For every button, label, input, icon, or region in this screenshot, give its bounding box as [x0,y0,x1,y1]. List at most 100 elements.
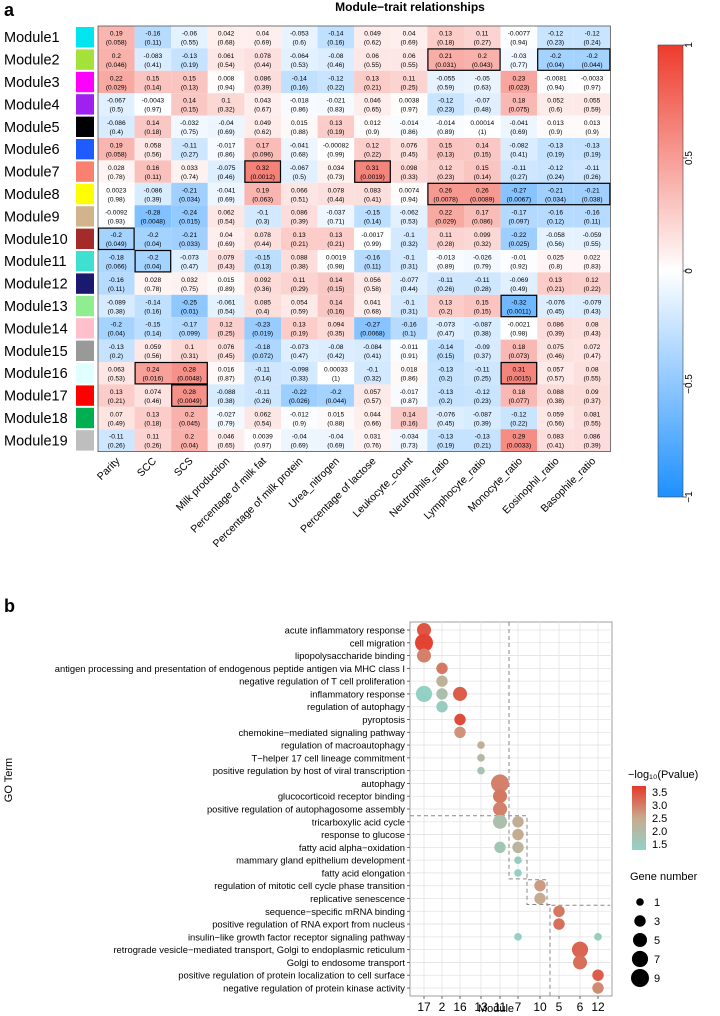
cell-correlation: -0.18 [255,344,270,351]
cell-pvalue: (0.94) [400,196,417,203]
enrichment-dot [534,892,546,905]
cell-correlation: -0.11 [475,277,490,284]
cell-pvalue: (0.63) [474,84,491,91]
cell-correlation: 0.059 [145,344,162,351]
cell-correlation: 0.28 [183,389,196,396]
cell-pvalue: (0.26) [254,398,271,405]
heatmap-cell [354,205,391,228]
cell-correlation: 0.23 [512,75,525,82]
heatmap-cell [281,26,318,49]
heatmap-cell [171,160,208,183]
cell-pvalue: (0.65) [364,107,381,114]
go-term-label: tricarboxylic acid cycle [312,816,405,827]
dotplot-x-axis-label: Module [478,1003,514,1015]
go-term-label: positive regulation of autophagosome ass… [207,804,405,815]
go-term-label: positive regulation by host of viral tra… [213,765,405,776]
heatmap-cell [427,406,464,430]
cell-correlation: -0.12 [475,389,490,396]
heatmap-cell [281,429,318,452]
module-color-swatch [76,206,94,227]
cell-correlation: -0.24 [182,210,197,217]
cell-pvalue: (0.049) [106,241,127,248]
cell-pvalue: (0.096) [252,152,273,159]
cell-pvalue: (0.56) [547,420,564,427]
cell-correlation: -0.1 [257,210,269,217]
cell-pvalue: (0.073) [508,353,529,360]
cell-pvalue: (0.12) [547,219,564,226]
heatmap-cell [207,294,245,318]
module-color-swatch [76,27,94,48]
heatmap-cell [500,406,538,430]
cell-correlation: 0.092 [254,277,271,284]
cell-correlation: 0.12 [439,165,452,172]
cell-pvalue: (0.41) [364,353,381,360]
heatmap-cell [171,205,208,228]
cell-correlation: -0.086 [144,187,163,194]
cell-pvalue: (0.32) [217,107,234,114]
heatmap-cell [354,48,391,71]
cell-correlation: -0.077 [400,277,419,284]
cell-correlation: 0.052 [547,98,564,105]
heatmap-cell [354,406,391,430]
heatmap-cell [573,339,611,362]
dotplot-legend: −log₁₀(Pvalue) Gene number 3.53.02.52.01… [628,769,698,987]
cell-pvalue: (0.5) [110,107,124,114]
cell-pvalue: (0.75) [181,286,198,293]
heatmap-cell [317,26,355,49]
cell-pvalue: (0.69) [217,196,234,203]
cell-pvalue: (0.49) [108,420,125,427]
cell-pvalue: (0.26) [144,443,161,450]
cell-correlation: 0.2 [185,411,194,418]
cell-correlation: 0.00033 [324,367,348,374]
cell-correlation: -0.04 [219,120,234,127]
heatmap-cell [317,429,355,452]
cell-correlation: -0.04 [328,434,343,441]
heatmap-cell [171,384,208,407]
heatmap-cell [171,26,208,49]
cell-pvalue: (0.69) [217,241,234,248]
cell-correlation: -0.12 [328,75,343,82]
heatmap-cell [98,48,135,71]
cell-correlation: -0.12 [511,411,526,418]
cell-pvalue: (0.55) [583,420,600,427]
heatmap-cell [134,93,172,116]
module-tick-label: 2 [439,1000,446,1014]
cell-pvalue: (0.044) [582,62,603,69]
cell-pvalue: (0.14) [144,84,161,91]
cell-pvalue: (0.2) [439,308,453,315]
heatmap-cell [317,272,355,295]
cell-correlation: -0.2 [550,53,562,60]
heatmap-cell [537,227,574,250]
cell-pvalue: (0.55) [364,62,381,69]
heatmap-cell [537,26,574,49]
go-term-label: positive regulation of RNA export from n… [212,919,405,930]
heatmap-cell [390,384,428,407]
heatmap-cell [134,115,172,138]
cell-correlation: -0.0033 [581,75,604,82]
heatmap-cell [98,362,135,385]
cell-correlation: 0.31 [512,367,525,374]
cell-pvalue: (0.14) [474,174,491,181]
cell-correlation: 0.16 [146,165,159,172]
cell-correlation: -0.11 [255,367,270,374]
heatmap-cell [573,26,611,49]
cell-correlation: -0.1 [403,255,415,262]
cell-correlation: -0.061 [217,299,236,306]
heatmap-cell [207,93,245,116]
cell-correlation: 0.18 [512,98,525,105]
cell-pvalue: (0.59) [437,84,454,91]
heatmap-cell [464,339,501,362]
cell-pvalue: (0.044) [325,398,346,405]
cell-pvalue: (0.16) [144,308,161,315]
cell-pvalue: (0.24) [583,40,600,47]
cell-correlation: -0.011 [400,344,419,351]
module-tick-label: 13 [474,1000,488,1014]
heatmap-cell [244,227,281,250]
cell-correlation: 0.12 [366,143,379,150]
heatmap-cell [354,115,391,138]
heatmap-cell [98,406,135,430]
module-color-swatch [76,295,94,317]
cell-correlation: -0.11 [438,277,453,284]
cell-correlation: -0.0043 [142,98,165,105]
cell-correlation: 0.17 [476,210,489,217]
